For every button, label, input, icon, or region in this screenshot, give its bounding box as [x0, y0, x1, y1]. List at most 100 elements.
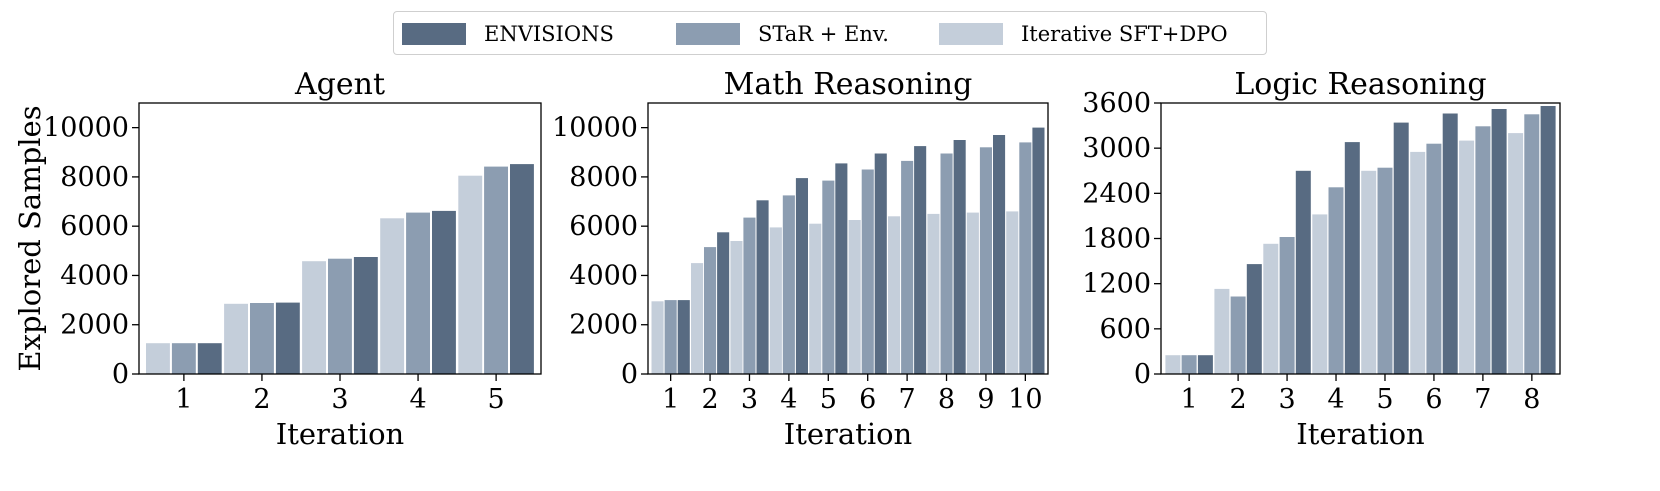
chart-title: Agent	[294, 67, 385, 102]
x-tick-label: 1	[1181, 384, 1198, 415]
y-tick-label: 6000	[569, 211, 638, 242]
bar-envisions-iter-2	[1246, 264, 1262, 374]
bar-envisions-iter-10	[1032, 127, 1045, 374]
bar-star-env-iter-1	[171, 343, 196, 374]
bar-star-env-iter-7	[901, 160, 914, 374]
bar-star-env-iter-3	[1279, 237, 1295, 374]
bar-iterative-sft-dpo-iter-3	[730, 241, 743, 374]
y-axis-label: Explored Samples	[13, 105, 47, 371]
bar-iterative-sft-dpo-iter-10	[1006, 211, 1019, 374]
y-tick-label: 10000	[552, 113, 638, 144]
y-tick-label: 2400	[1082, 178, 1151, 209]
bar-star-env-iter-5	[484, 166, 508, 374]
x-tick-label: 2	[1230, 384, 1247, 415]
bar-envisions-iter-9	[993, 135, 1006, 374]
bar-envisions-iter-3	[756, 200, 769, 374]
bar-envisions-iter-1	[1197, 355, 1213, 374]
bar-envisions-iter-4	[1344, 142, 1360, 374]
x-tick-label: 2	[253, 384, 270, 415]
bar-iterative-sft-dpo-iter-3	[1263, 243, 1279, 374]
x-tick-label: 7	[1474, 384, 1491, 415]
x-tick-label: 3	[1278, 384, 1295, 415]
y-tick-label: 4000	[60, 260, 129, 291]
x-tick-label: 5	[1376, 384, 1393, 415]
bar-envisions-iter-8	[1540, 106, 1556, 374]
bar-star-env-iter-4	[782, 195, 795, 374]
x-tick-label: 5	[488, 384, 505, 415]
bar-envisions-iter-2	[275, 302, 300, 374]
plot-frame	[647, 102, 1049, 375]
x-tick-label: 5	[820, 384, 837, 415]
y-tick-label: 0	[1134, 359, 1151, 390]
x-tick-label: 1	[662, 384, 679, 415]
panel-math-reasoning: 0 2000 4000 6000 8000 10000 1 2 3 4 5 6 7 8 9 10 Math Re…	[552, 67, 1049, 451]
bar-iterative-sft-dpo-iter-1	[146, 343, 170, 374]
legend-item-iterative-sft-dpo: Iterative SFT+DPO	[939, 21, 1228, 47]
bar-iterative-sft-dpo-iter-6	[1410, 151, 1426, 374]
bar-star-env-iter-2	[704, 247, 717, 374]
y-tick-label: 0	[112, 359, 129, 390]
x-axis-label: Iteration	[784, 417, 913, 451]
bar-envisions-iter-5	[1393, 122, 1409, 374]
y-tick-label: 4000	[569, 260, 638, 291]
legend-item-star-env: STaR + Env.	[676, 21, 889, 47]
bar-star-env-iter-3	[328, 258, 352, 374]
y-tick-label: 1800	[1082, 224, 1151, 255]
bar-star-env-iter-10	[1019, 142, 1032, 374]
bar-iterative-sft-dpo-iter-9	[966, 212, 979, 374]
bar-star-env-iter-9	[979, 147, 992, 374]
bar-star-env-iter-3	[743, 217, 756, 374]
bar-iterative-sft-dpo-iter-6	[848, 220, 861, 374]
bar-envisions-iter-8	[953, 140, 966, 374]
bar-iterative-sft-dpo-iter-5	[809, 223, 822, 374]
bar-iterative-sft-dpo-iter-2	[691, 263, 704, 374]
x-tick-label: 2	[701, 384, 718, 415]
bar-star-env-iter-6	[861, 169, 874, 374]
y-tick-label: 6000	[60, 211, 129, 242]
bar-envisions-iter-5	[510, 164, 534, 374]
bar-star-env-iter-8	[1524, 114, 1540, 375]
bar-envisions-iter-4	[795, 178, 808, 374]
chart-title: Math Reasoning	[724, 67, 973, 102]
bar-iterative-sft-dpo-iter-4	[380, 218, 405, 374]
bar-star-env-iter-2	[250, 303, 274, 374]
bar-iterative-sft-dpo-iter-7	[1459, 140, 1475, 374]
y-tick-label: 600	[1099, 314, 1151, 345]
y-tick-label: 8000	[60, 162, 129, 193]
y-tick-label: 0	[621, 359, 638, 390]
x-tick-label: 9	[977, 384, 994, 415]
bar-iterative-sft-dpo-iter-1	[651, 301, 664, 374]
x-tick-label: 7	[899, 384, 916, 415]
y-tick-label: 10000	[43, 113, 129, 144]
x-tick-label: 10	[1008, 384, 1042, 415]
bar-iterative-sft-dpo-iter-2	[1214, 288, 1230, 374]
legend-label-iterative-sft-dpo: Iterative SFT+DPO	[1021, 22, 1228, 46]
x-tick-label: 6	[1425, 384, 1442, 415]
legend-swatch-star-env	[676, 23, 740, 45]
legend-item-envisions: ENVISIONS	[402, 21, 614, 47]
bar-iterative-sft-dpo-iter-7	[888, 216, 901, 374]
bar-iterative-sft-dpo-iter-8	[1508, 133, 1524, 374]
x-tick-label: 8	[938, 384, 955, 415]
bar-iterative-sft-dpo-iter-8	[927, 213, 940, 374]
bar-star-env-iter-4	[1328, 187, 1344, 374]
x-tick-label: 1	[175, 384, 192, 415]
legend: ENVISIONS STaR + Env. Iterative SFT+DPO	[393, 11, 1267, 55]
bar-envisions-iter-7	[1491, 109, 1507, 374]
legend-swatch-iterative-sft-dpo	[939, 23, 1003, 45]
bar-star-env-iter-4	[406, 212, 430, 374]
bar-envisions-iter-3	[353, 257, 378, 374]
bar-iterative-sft-dpo-iter-3	[302, 261, 326, 374]
y-tick-label: 1200	[1082, 269, 1151, 300]
bar-star-env-iter-2	[1230, 296, 1246, 374]
bar-envisions-iter-3	[1295, 170, 1311, 375]
bar-star-env-iter-8	[940, 153, 953, 374]
x-axis-label: Iteration	[276, 417, 405, 451]
bar-envisions-iter-6	[874, 153, 887, 374]
bar-iterative-sft-dpo-iter-1	[1165, 355, 1181, 374]
x-tick-label: 4	[409, 384, 426, 415]
bar-star-env-iter-1	[664, 300, 677, 374]
bar-envisions-iter-1	[677, 300, 690, 374]
